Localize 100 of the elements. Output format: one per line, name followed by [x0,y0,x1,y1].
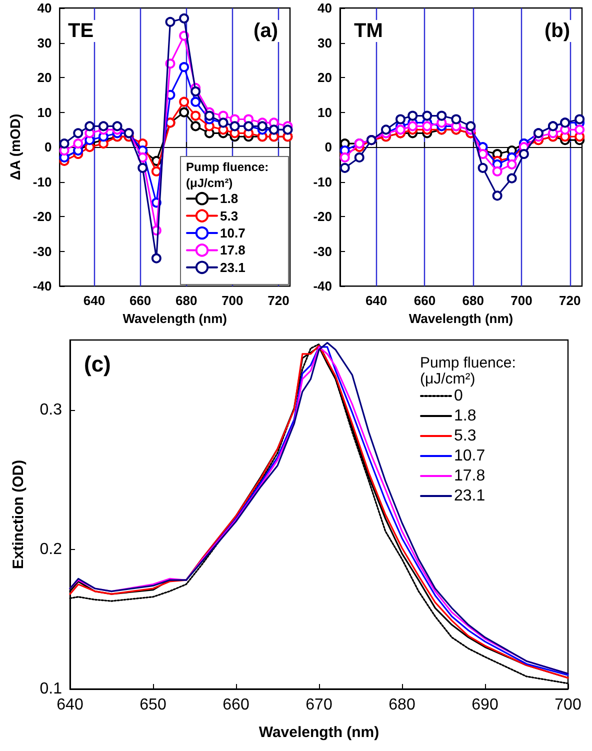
point [190,96,201,107]
point [340,162,350,173]
point [574,114,585,124]
y-tick-label: -10 [313,174,332,190]
annotation: (c) [84,352,111,376]
annotation: TM [354,20,383,42]
point [408,110,418,121]
point [204,110,214,121]
point [190,86,201,96]
point [451,114,462,124]
x-tick-label: 660 [129,293,152,308]
y-tick-label: 10 [37,104,52,120]
y-tick-label: 0.2 [40,540,62,558]
point [98,121,108,132]
x-tick-label: 680 [388,696,416,714]
point [422,110,432,121]
point [506,173,517,184]
point [408,121,418,132]
legend-label: 10.7 [220,226,246,240]
legend-label: 17.8 [454,468,486,484]
y-tick-label: 0.3 [40,401,62,418]
x-tick-label: 700 [554,696,582,714]
legend-title: Pump fluence: (μJ/cm²) [420,354,516,388]
point [396,124,406,135]
y-tick-label: 40 [37,0,52,16]
x-tick-label: 640 [83,293,106,308]
y-tick-label: 20 [318,70,332,86]
y-tick-label: -10 [32,174,52,190]
point [340,152,350,162]
point [138,152,148,162]
x-tick-label: 670 [306,696,332,714]
x-axis-title: Wavelength (nm) [122,311,227,326]
y-tick-label: -40 [32,278,52,294]
point [574,124,585,135]
x-tick-label: 720 [268,293,290,308]
y-tick-label: 40 [318,0,332,16]
legend-label: 1.8 [220,191,238,206]
y-axis-title: Extinction (OD) [10,460,27,570]
y-tick-label: 30 [318,35,332,50]
y-tick-label: 0.1 [40,680,62,698]
x-tick-label: 700 [222,293,244,308]
y-tick-label: 30 [37,35,52,50]
y-tick-label: 0 [324,140,332,155]
point [112,121,122,132]
point [436,110,447,121]
point [478,162,488,173]
point [396,114,406,124]
point [466,121,476,132]
point [73,138,84,149]
y-tick-label: 0 [44,140,52,155]
point [478,149,488,159]
legend-label: 17.8 [220,242,246,258]
y-tick-label: 10 [318,104,332,120]
legend-title: Pump fluence: (μJ/cm²) [186,160,269,190]
x-tick-label: 690 [472,696,498,714]
legend-label: 0 [454,388,463,404]
legend-label: 23.1 [454,488,486,504]
x-tick-label: 680 [462,293,484,308]
point [151,253,162,264]
x-tick-label: 720 [559,293,581,308]
y-tick-label: 20 [37,70,52,86]
x-tick-label: 700 [510,293,532,308]
y-axis-title: ΔA (mOD) [7,114,23,180]
annotation: TE [68,20,94,42]
point [354,152,364,162]
point [257,121,268,132]
x-axis-title: Wavelength (nm) [408,311,514,326]
legend-label: 5.3 [220,208,238,224]
point [73,128,84,138]
point [179,62,190,72]
y-tick-label: -20 [32,209,52,224]
x-tick-label: 640 [56,696,84,714]
point [492,190,502,201]
point [190,121,201,132]
x-tick-label: 650 [140,696,166,714]
point [179,107,190,118]
y-tick-label: -40 [313,278,332,294]
x-axis-title: Wavelength (nm) [258,724,380,741]
annotation: (a) [254,20,278,42]
point [179,96,190,107]
point [179,13,190,24]
x-tick-label: 660 [222,696,250,714]
legend-label: 10.7 [454,448,486,464]
point [190,110,201,121]
x-tick-label: 680 [176,293,198,308]
point [165,16,176,27]
point [518,149,529,159]
x-tick-label: 640 [365,293,388,308]
point [138,162,148,173]
x-tick-label: 660 [414,293,436,308]
y-tick-label: -20 [313,209,332,224]
point [380,124,391,135]
point [84,121,95,132]
legend-label: 23.1 [220,260,246,275]
point [59,138,70,149]
legend-label: 1.8 [454,408,476,424]
point [151,166,162,176]
point [506,159,517,170]
y-tick-label: -30 [32,244,52,259]
annotation: (b) [544,20,570,42]
